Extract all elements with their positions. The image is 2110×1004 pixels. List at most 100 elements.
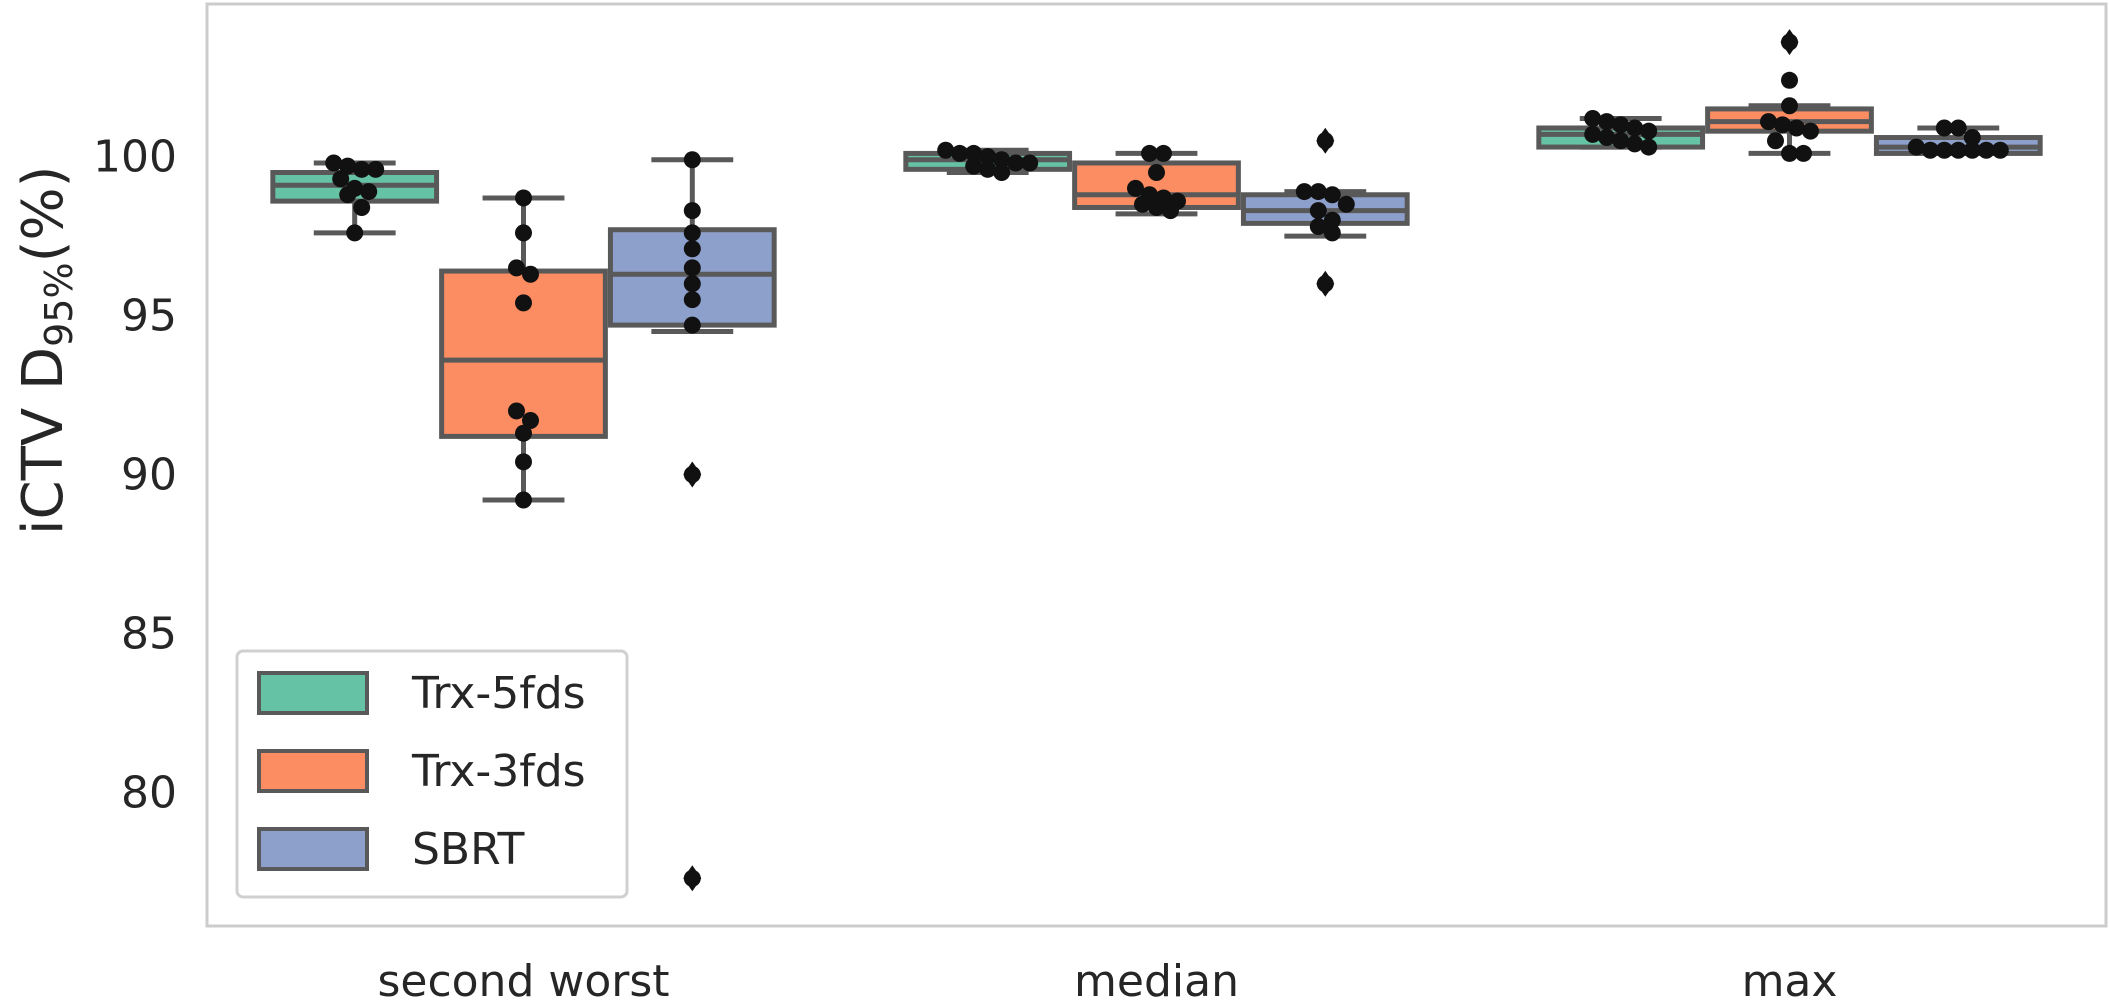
data-point bbox=[1612, 132, 1630, 150]
data-point bbox=[1949, 141, 1967, 159]
data-point bbox=[1640, 122, 1658, 140]
data-point bbox=[1316, 275, 1334, 293]
data-point bbox=[965, 157, 983, 175]
data-point bbox=[1781, 71, 1798, 89]
data-point bbox=[1598, 129, 1616, 147]
data-point bbox=[1949, 119, 1967, 137]
y-tick-label: 90 bbox=[121, 450, 177, 501]
data-point bbox=[1584, 109, 1602, 127]
data-point bbox=[1760, 113, 1777, 131]
x-tick-label: second worst bbox=[377, 956, 669, 1004]
data-point bbox=[332, 170, 350, 188]
data-point bbox=[508, 402, 525, 420]
data-point bbox=[367, 160, 385, 178]
data-point bbox=[1907, 138, 1925, 156]
data-point bbox=[1802, 122, 1819, 140]
legend-swatch bbox=[257, 749, 369, 793]
data-point bbox=[1162, 202, 1179, 220]
data-point bbox=[1781, 33, 1798, 51]
data-point bbox=[1141, 144, 1158, 162]
data-point bbox=[965, 144, 983, 162]
y-axis-label-subscript: 95% bbox=[37, 262, 81, 346]
data-point bbox=[1309, 183, 1327, 201]
data-point bbox=[979, 160, 997, 178]
data-point bbox=[1626, 135, 1644, 153]
data-point bbox=[683, 275, 701, 293]
data-point bbox=[515, 224, 532, 242]
data-point bbox=[1295, 183, 1313, 201]
data-point bbox=[515, 189, 532, 207]
data-point bbox=[1007, 154, 1025, 172]
data-point bbox=[1991, 141, 2009, 159]
data-point bbox=[1774, 116, 1791, 134]
data-point bbox=[1781, 144, 1798, 162]
data-point bbox=[1640, 138, 1658, 156]
data-point bbox=[522, 411, 539, 429]
data-point bbox=[683, 291, 701, 309]
data-point bbox=[515, 453, 532, 471]
data-point bbox=[1134, 195, 1151, 213]
y-tick-label: 95 bbox=[121, 291, 177, 342]
data-point bbox=[1316, 132, 1334, 150]
data-point bbox=[1309, 202, 1327, 220]
data-point bbox=[1323, 186, 1341, 204]
data-point bbox=[1155, 144, 1172, 162]
data-point bbox=[1598, 113, 1616, 131]
data-point bbox=[1148, 164, 1165, 182]
data-point bbox=[1584, 125, 1602, 143]
y-axis-label-suffix: (%) bbox=[11, 166, 76, 263]
y-axis-label-main: iCTV D bbox=[11, 347, 76, 535]
data-point bbox=[683, 224, 701, 242]
data-point bbox=[1323, 211, 1341, 229]
data-point bbox=[1795, 144, 1812, 162]
data-point bbox=[1781, 97, 1798, 115]
data-point bbox=[1612, 116, 1630, 134]
data-point bbox=[515, 491, 532, 509]
data-point bbox=[1148, 198, 1165, 216]
legend-label: Trx-5fds bbox=[411, 668, 586, 719]
data-point bbox=[1963, 129, 1981, 147]
data-point bbox=[683, 240, 701, 258]
legend-item: SBRT bbox=[257, 824, 524, 875]
x-tick-label: median bbox=[1074, 956, 1239, 1004]
legend: Trx-5fds Trx-3fds SBRT bbox=[235, 649, 629, 899]
data-point bbox=[1767, 132, 1784, 150]
data-point bbox=[683, 202, 701, 220]
data-point bbox=[979, 148, 997, 166]
data-point bbox=[683, 151, 701, 169]
data-point bbox=[993, 151, 1011, 169]
data-point bbox=[1337, 195, 1355, 213]
data-point bbox=[683, 466, 701, 484]
legend-label: Trx-3fds bbox=[411, 746, 586, 797]
x-axis-ticks: second worst median max bbox=[377, 956, 1837, 1004]
y-tick-label: 100 bbox=[93, 132, 177, 183]
data-point bbox=[993, 164, 1011, 182]
data-point bbox=[353, 198, 371, 216]
legend-item: Trx-3fds bbox=[257, 746, 586, 797]
y-axis-ticks: 80 85 90 95 100 bbox=[93, 132, 177, 819]
legend-swatch bbox=[257, 827, 369, 871]
data-point bbox=[1963, 141, 1981, 159]
data-point bbox=[937, 141, 955, 159]
data-point bbox=[515, 294, 532, 312]
y-tick-label: 85 bbox=[121, 609, 177, 660]
data-point bbox=[1935, 141, 1953, 159]
x-tick-label: max bbox=[1742, 956, 1838, 1004]
data-point bbox=[1935, 119, 1953, 137]
data-point bbox=[1788, 119, 1805, 137]
data-point bbox=[1323, 224, 1341, 242]
data-point bbox=[346, 224, 364, 242]
data-point bbox=[339, 186, 357, 204]
data-point bbox=[683, 259, 701, 277]
data-point bbox=[683, 869, 701, 887]
data-point bbox=[951, 144, 969, 162]
data-point bbox=[508, 259, 525, 277]
data-point bbox=[360, 183, 378, 201]
data-point bbox=[1309, 218, 1327, 236]
data-point bbox=[353, 160, 371, 178]
data-point bbox=[1921, 141, 1939, 159]
data-point bbox=[522, 265, 539, 283]
data-point bbox=[515, 424, 532, 442]
data-point bbox=[325, 154, 343, 172]
data-point bbox=[339, 157, 357, 175]
